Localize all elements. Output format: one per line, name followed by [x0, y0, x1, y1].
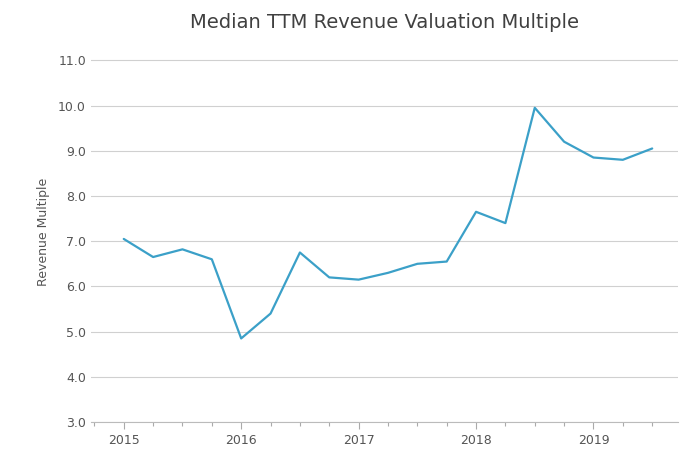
Y-axis label: Revenue Multiple: Revenue Multiple — [37, 178, 50, 286]
Title: Median TTM Revenue Valuation Multiple: Median TTM Revenue Valuation Multiple — [190, 13, 579, 32]
